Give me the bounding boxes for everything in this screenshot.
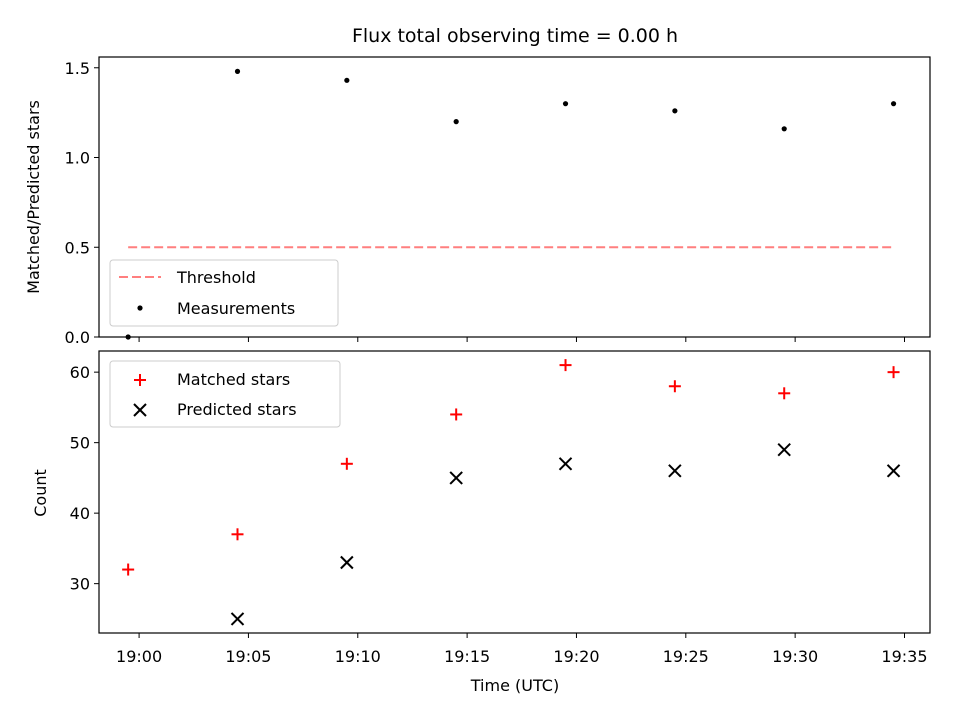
matched-stars-marker <box>887 366 900 379</box>
measurements-point <box>890 101 897 107</box>
top-y-tick-label: 0.0 <box>65 328 90 347</box>
bottom-panel: 30 40 50 60 19:00 19:05 19:10 19:15 19:20 19:25 1… <box>31 350 931 695</box>
top-legend: Threshold Measurements <box>109 259 339 327</box>
bottom-legend-box <box>109 360 341 428</box>
predicted-stars-marker <box>449 471 463 485</box>
top-y-tick-label: 1.0 <box>65 149 90 168</box>
legend-predicted-swatch <box>133 403 147 417</box>
legend-measurements-swatch <box>137 305 143 311</box>
top-panel: 0.0 0.5 1.0 1.5 Matched/Predicted stars Thr… <box>24 56 931 347</box>
predicted-stars-marker <box>558 457 573 471</box>
top-legend-box <box>109 259 339 327</box>
x-tick-label: 19:35 <box>881 647 927 666</box>
x-tick-label: 19:10 <box>335 647 381 666</box>
x-axis-label: Time (UTC) <box>470 676 559 695</box>
matched-stars-marker <box>122 563 135 576</box>
matched-stars-marker <box>668 380 681 393</box>
predicted-stars-marker <box>668 464 682 478</box>
legend-matched-label: Matched stars <box>177 370 290 389</box>
chart-title: Flux total observing time = 0.00 h <box>352 25 678 47</box>
top-panel-frame <box>98 56 931 338</box>
measurements-point <box>781 126 787 132</box>
predicted-stars-marker <box>777 442 791 457</box>
legend-matched-swatch <box>134 374 146 386</box>
predicted-stars-marker <box>230 612 245 626</box>
top-y-tick-label: 1.5 <box>65 59 90 78</box>
legend-predicted-label: Predicted stars <box>177 400 297 419</box>
measurements-point <box>672 108 678 114</box>
matched-stars-marker <box>559 359 572 372</box>
legend-measurements-label: Measurements <box>177 299 295 318</box>
measurements-point <box>453 119 459 125</box>
x-tick-label: 19:20 <box>553 647 599 666</box>
bottom-panel-frame <box>98 350 931 634</box>
matched-stars-marker <box>231 528 244 541</box>
bottom-y-tick-label: 60 <box>70 363 90 382</box>
x-tick-label: 19:30 <box>772 647 818 666</box>
top-y-axis-label: Matched/Predicted stars <box>24 100 43 294</box>
bottom-y-tick-label: 50 <box>70 434 90 453</box>
bottom-y-tick-label: 30 <box>70 575 90 594</box>
bottom-legend: Matched stars Predicted stars <box>109 360 341 428</box>
x-tick-label: 19:05 <box>225 647 271 666</box>
bottom-y-tick-label: 40 <box>70 504 90 523</box>
matched-stars-marker <box>450 408 463 421</box>
matched-stars-marker <box>340 457 353 470</box>
legend-threshold-label: Threshold <box>176 268 256 287</box>
measurements-point <box>344 77 350 83</box>
x-tick-label: 19:00 <box>116 647 162 666</box>
measurements-point <box>234 68 241 74</box>
x-tick-label: 19:15 <box>444 647 490 666</box>
x-tick-label: 19:25 <box>663 647 709 666</box>
predicted-stars-marker <box>886 464 901 478</box>
top-y-tick-label: 0.5 <box>65 238 90 257</box>
predicted-stars-marker <box>340 555 354 570</box>
bottom-y-axis-label: Count <box>31 469 50 517</box>
matched-stars-marker <box>778 387 791 400</box>
measurements-point <box>562 101 569 107</box>
